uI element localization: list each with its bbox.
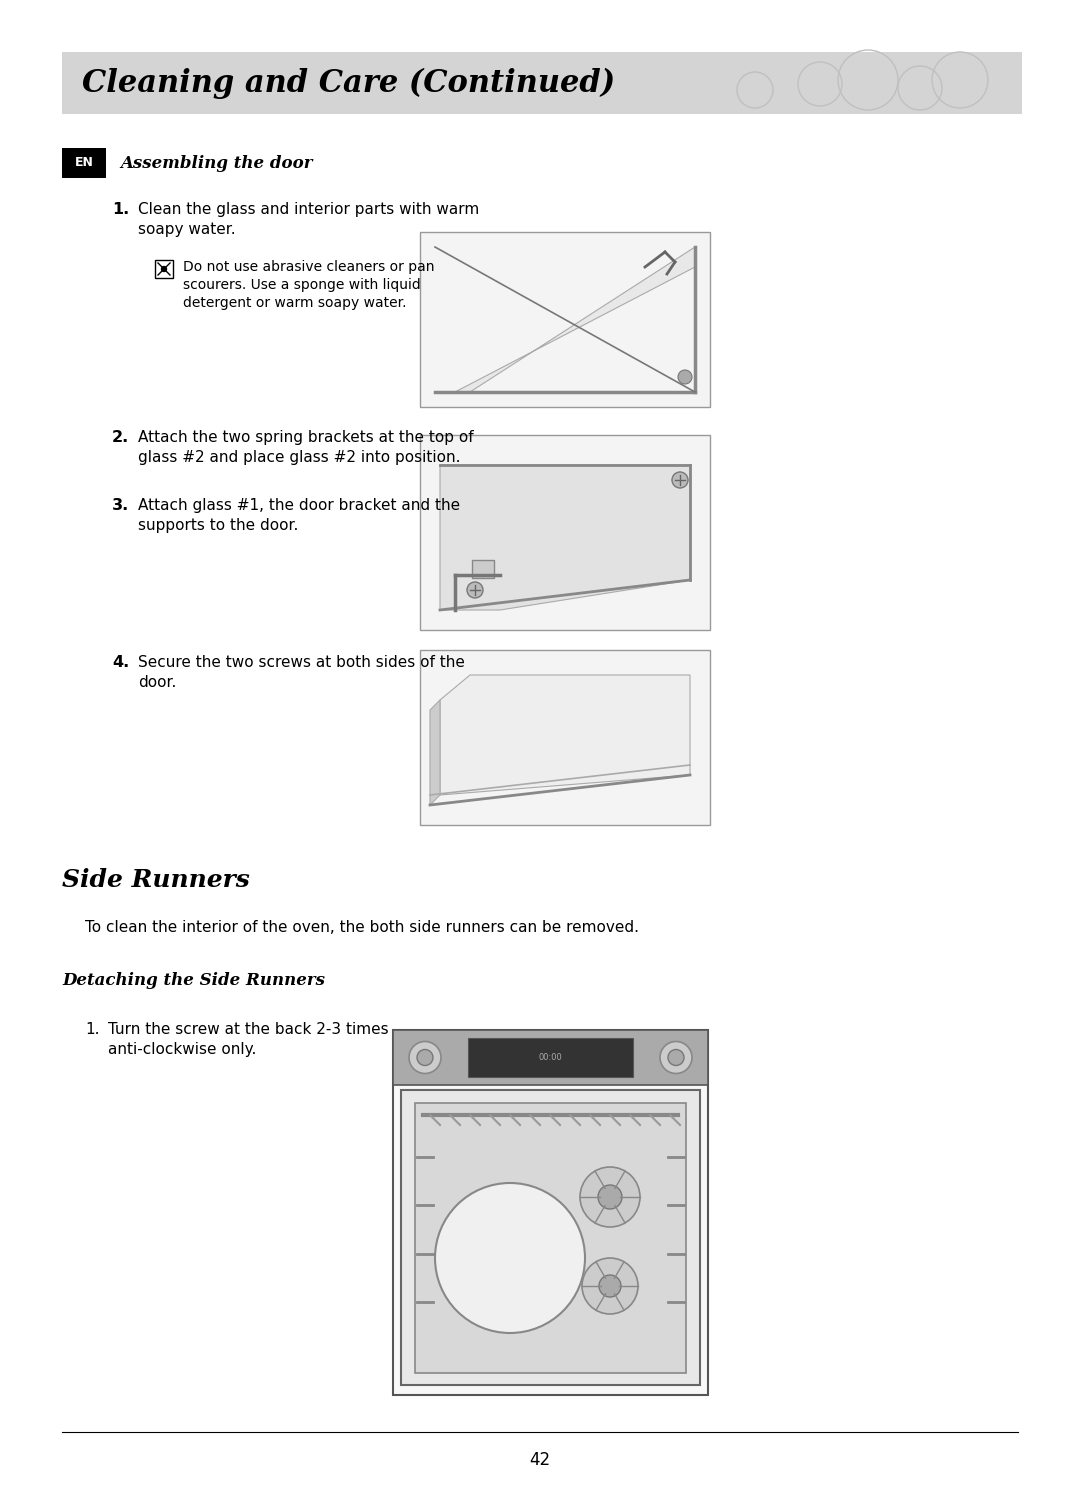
Text: 1.: 1. <box>85 1022 99 1037</box>
Text: Cleaning and Care (Continued): Cleaning and Care (Continued) <box>82 67 616 98</box>
Circle shape <box>599 1275 621 1297</box>
Text: Attach glass #1, the door bracket and the: Attach glass #1, the door bracket and th… <box>138 498 460 513</box>
FancyBboxPatch shape <box>393 1030 708 1085</box>
Text: detergent or warm soapy water.: detergent or warm soapy water. <box>183 296 406 311</box>
Circle shape <box>678 370 692 383</box>
Text: EN: EN <box>75 156 94 169</box>
Text: To clean the interior of the oven, the both side runners can be removed.: To clean the interior of the oven, the b… <box>85 920 639 935</box>
Circle shape <box>575 1052 585 1062</box>
Circle shape <box>162 266 166 272</box>
Circle shape <box>467 583 483 597</box>
Polygon shape <box>430 700 440 805</box>
Text: 42: 42 <box>529 1450 551 1470</box>
Text: Assembling the door: Assembling the door <box>120 155 312 171</box>
Circle shape <box>495 1052 505 1062</box>
Text: door.: door. <box>138 675 176 690</box>
Circle shape <box>582 1259 638 1314</box>
Polygon shape <box>440 465 690 609</box>
FancyBboxPatch shape <box>420 232 710 407</box>
Circle shape <box>660 1042 692 1073</box>
Circle shape <box>598 1184 622 1210</box>
Text: soapy water.: soapy water. <box>138 221 235 236</box>
Text: Attach the two spring brackets at the top of: Attach the two spring brackets at the to… <box>138 429 474 444</box>
Circle shape <box>535 1052 545 1062</box>
Text: Side Runners: Side Runners <box>62 868 249 892</box>
Text: Turn the screw at the back 2-3 times: Turn the screw at the back 2-3 times <box>108 1022 389 1037</box>
Polygon shape <box>440 675 690 795</box>
Circle shape <box>672 473 688 487</box>
Polygon shape <box>455 247 696 392</box>
Circle shape <box>515 1052 525 1062</box>
FancyBboxPatch shape <box>468 1039 633 1077</box>
Text: anti-clockwise only.: anti-clockwise only. <box>108 1042 256 1057</box>
Text: 3.: 3. <box>112 498 130 513</box>
Text: glass #2 and place glass #2 into position.: glass #2 and place glass #2 into positio… <box>138 450 460 465</box>
Circle shape <box>580 1167 640 1227</box>
Text: 4.: 4. <box>112 655 130 670</box>
FancyBboxPatch shape <box>472 560 494 578</box>
FancyBboxPatch shape <box>420 435 710 630</box>
Circle shape <box>669 1049 684 1065</box>
Text: 00:00: 00:00 <box>539 1054 563 1062</box>
FancyBboxPatch shape <box>156 260 173 278</box>
Text: Detaching the Side Runners: Detaching the Side Runners <box>62 972 325 990</box>
FancyBboxPatch shape <box>415 1103 686 1373</box>
Circle shape <box>435 1183 585 1333</box>
Text: supports to the door.: supports to the door. <box>138 519 298 533</box>
FancyBboxPatch shape <box>401 1091 700 1385</box>
Text: Secure the two screws at both sides of the: Secure the two screws at both sides of t… <box>138 655 464 670</box>
Text: 1.: 1. <box>112 202 130 217</box>
Circle shape <box>417 1049 433 1065</box>
FancyBboxPatch shape <box>62 149 106 178</box>
FancyBboxPatch shape <box>62 52 1022 114</box>
Text: Clean the glass and interior parts with warm: Clean the glass and interior parts with … <box>138 202 480 217</box>
Circle shape <box>409 1042 441 1073</box>
Circle shape <box>555 1052 565 1062</box>
Text: scourers. Use a sponge with liquid: scourers. Use a sponge with liquid <box>183 278 421 293</box>
FancyBboxPatch shape <box>393 1030 708 1395</box>
FancyBboxPatch shape <box>420 649 710 825</box>
Text: 2.: 2. <box>112 429 130 444</box>
Text: Do not use abrasive cleaners or pan: Do not use abrasive cleaners or pan <box>183 260 434 273</box>
